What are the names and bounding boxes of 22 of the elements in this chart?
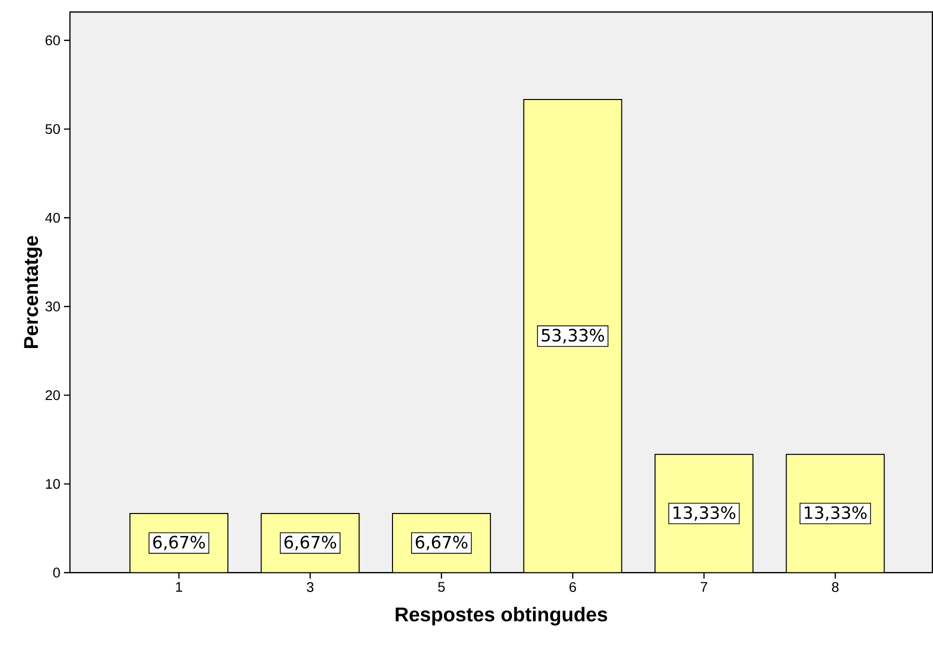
x-tick-label: 6 [570,582,576,592]
y-tick-label: 50 [46,124,60,134]
y-axis-title: Percentatge [24,236,42,348]
data-label: 53,33% [542,329,604,344]
y-tick-label: 20 [46,390,60,400]
x-tick-label: 3 [306,582,314,592]
y-tick-label: 60 [46,36,60,46]
data-label: 6,67% [284,536,336,551]
x-tick-label: 7 [700,582,708,592]
x-axis-title: Respostes obtingudes [396,607,608,626]
data-label: 6,67% [416,536,468,551]
data-label: 6,67% [153,536,205,551]
data-label: 13,33% [674,506,736,521]
x-tick-label: 5 [438,582,445,592]
bar [524,100,622,573]
y-tick-label: 0 [53,568,60,578]
y-tick-label: 30 [45,302,60,312]
y-tick-label: 10 [46,479,60,490]
y-tick-label: 40 [45,213,60,223]
x-tick-label: 8 [832,582,839,592]
x-tick-label: 1 [176,582,182,592]
data-label: 13,33% [804,506,867,521]
